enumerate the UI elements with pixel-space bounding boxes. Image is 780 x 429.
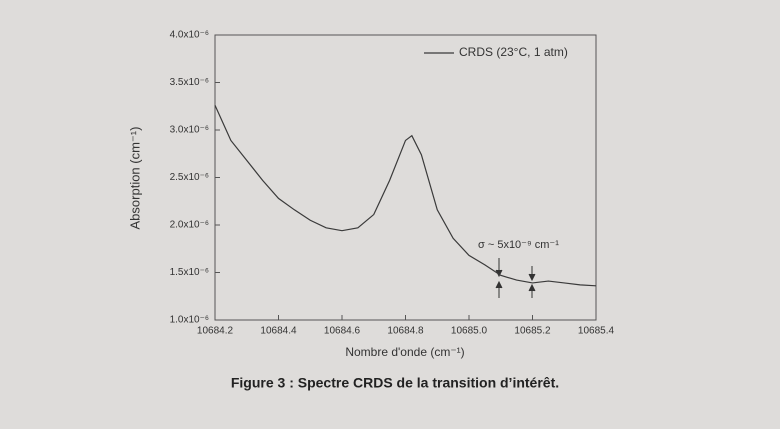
y-tick-label: 4.0x10⁻⁶ bbox=[170, 30, 209, 41]
x-tick-label: 10684.6 bbox=[324, 326, 361, 337]
annotation: σ ~ 5x10⁻⁹ cm⁻¹ bbox=[478, 239, 559, 251]
x-tick-label: 10685.2 bbox=[514, 326, 551, 337]
x-axis-label: Nombre d'onde (cm⁻¹) bbox=[345, 345, 464, 359]
y-tick-label: 2.5x10⁻⁶ bbox=[170, 172, 209, 183]
y-tick-label: 1.5x10⁻⁶ bbox=[170, 267, 209, 278]
y-tick-label: 1.0x10⁻⁶ bbox=[170, 315, 209, 326]
y-axis-label: Absorption (cm⁻¹) bbox=[127, 127, 142, 230]
y-tick-label: 2.0x10⁻⁶ bbox=[170, 220, 209, 231]
legend-label: CRDS (23°C, 1 atm) bbox=[459, 45, 568, 59]
caption: Figure 3 : Spectre CRDS de la transition… bbox=[231, 375, 559, 391]
x-tick-label: 10684.8 bbox=[387, 326, 424, 337]
noise-arrows bbox=[495, 258, 536, 298]
y-tick-label: 3.5x10⁻⁶ bbox=[170, 77, 209, 88]
y-tick-label: 3.0x10⁻⁶ bbox=[170, 125, 209, 136]
x-tick-label: 10684.4 bbox=[260, 326, 297, 337]
x-tick-label: 10685.0 bbox=[451, 326, 488, 337]
x-tick-label: 10685.4 bbox=[578, 326, 615, 337]
x-tick-label: 10684.2 bbox=[197, 326, 234, 337]
line bbox=[214, 105, 597, 287]
